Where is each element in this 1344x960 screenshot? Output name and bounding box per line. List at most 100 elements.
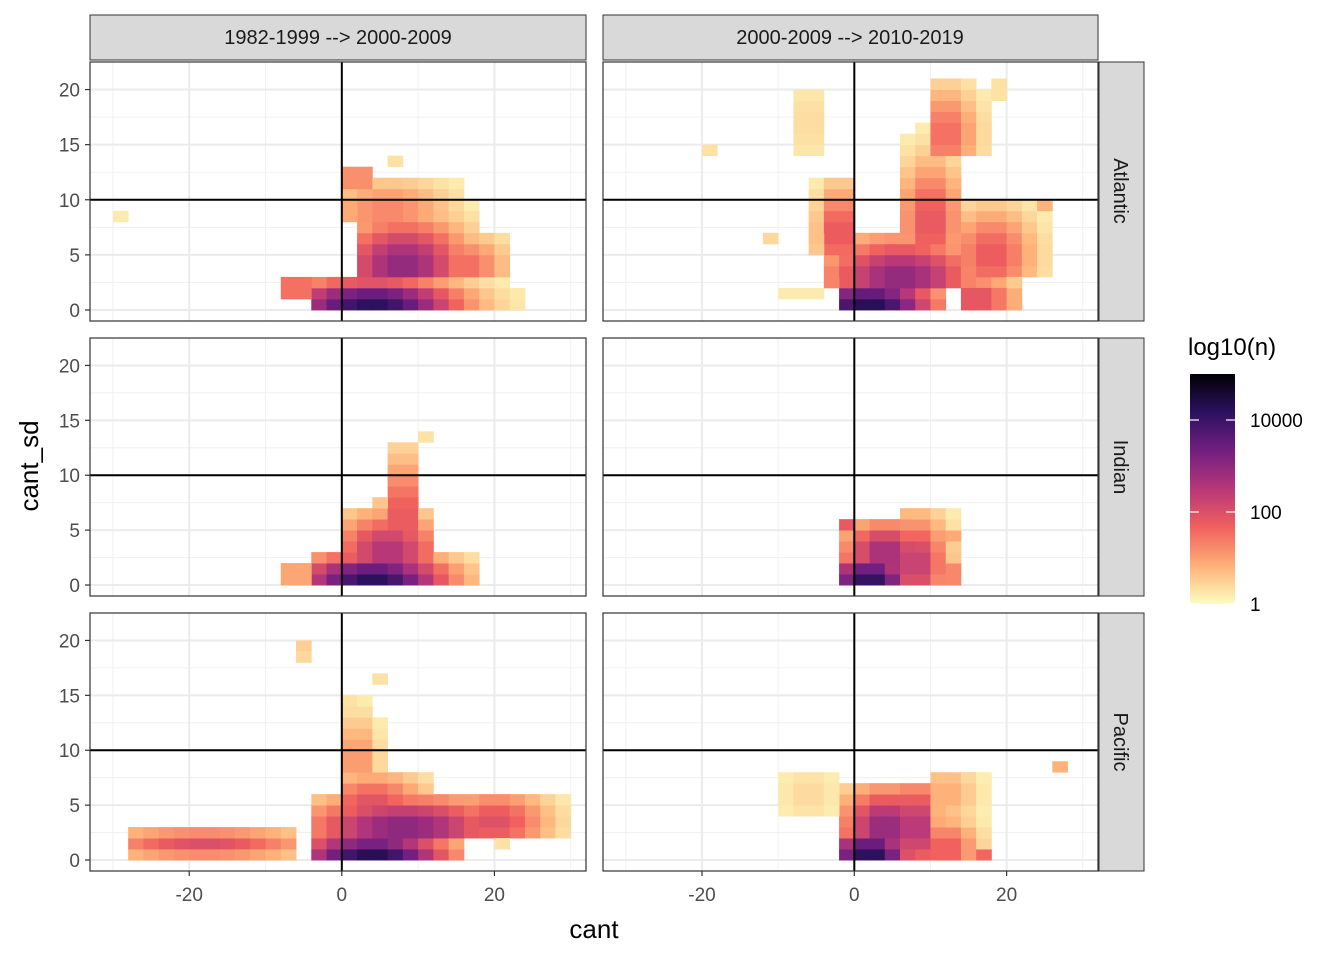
heatmap-bin (900, 232, 916, 245)
heatmap-bin (915, 519, 931, 531)
heatmap-bin (945, 563, 962, 575)
panel-p1-pac (89, 612, 587, 872)
heatmap-bin (945, 276, 962, 289)
y-axis-title: cant_sd (14, 420, 44, 511)
heatmap-bin (945, 199, 962, 212)
heatmap-bin (479, 805, 495, 817)
heatmap-bin (884, 827, 901, 839)
heatmap-bin (945, 574, 962, 586)
heatmap-bin (341, 287, 358, 300)
heatmap-bin (960, 254, 977, 267)
heatmap-bin (509, 794, 526, 806)
heatmap-bin (976, 805, 992, 817)
heatmap-bin (463, 232, 480, 245)
heatmap-bin (839, 298, 855, 311)
heatmap-bin (1021, 243, 1038, 256)
heatmap-bin (869, 783, 886, 795)
heatmap-bin (808, 805, 825, 817)
legend-title: log10(n) (1188, 334, 1276, 361)
heatmap-bin (930, 519, 947, 531)
heatmap-bin (793, 100, 810, 112)
heatmap-bin (341, 805, 358, 817)
heatmap-bin (702, 144, 718, 157)
heatmap-bin (854, 265, 870, 278)
heatmap-bin (341, 739, 358, 751)
heatmap-bin (930, 816, 947, 828)
heatmap-bin (418, 210, 434, 223)
heatmap-bin (869, 530, 886, 542)
heatmap-bin (808, 772, 825, 784)
heatmap-bin (402, 541, 419, 553)
heatmap-bin (494, 816, 511, 828)
heatmap-bin (976, 221, 992, 234)
column-strip-p2 (602, 14, 1099, 61)
heatmap-bin (915, 816, 931, 828)
heatmap-bin (854, 816, 870, 828)
heatmap-bin (808, 100, 825, 112)
heatmap-bin (341, 166, 358, 179)
heatmap-bin (494, 276, 511, 289)
heatmap-bin (479, 816, 495, 828)
heatmap-bin (991, 221, 1008, 234)
heatmap-bin (945, 111, 962, 124)
heatmap-bin (357, 276, 373, 289)
heatmap-bin (433, 276, 450, 289)
heatmap-bin (479, 794, 495, 806)
heatmap-bin (372, 717, 388, 729)
heatmap-bin (854, 254, 870, 267)
heatmap-bin (402, 783, 419, 795)
heatmap-bin (326, 805, 343, 817)
heatmap-bin (311, 816, 327, 828)
heatmap-bin (418, 298, 434, 311)
heatmap-bin (387, 464, 404, 476)
heatmap-bin (341, 552, 358, 564)
heatmap-bin (960, 816, 977, 828)
heatmap-bin (357, 827, 373, 839)
heatmap-bin (991, 243, 1008, 256)
heatmap-bin (402, 486, 419, 498)
x-tick-label: 20 (996, 885, 1017, 906)
heatmap-bin (448, 254, 465, 267)
heatmap-bin (900, 530, 916, 542)
heatmap-bin (357, 574, 373, 586)
heatmap-bin (945, 827, 962, 839)
heatmap-bin (960, 265, 977, 278)
heatmap-bin (418, 772, 434, 784)
heatmap-bin (1006, 298, 1023, 311)
heatmap-bin (357, 210, 373, 223)
heatmap-bin (448, 221, 465, 234)
heatmap-bin (808, 210, 825, 223)
heatmap-bin (854, 232, 870, 245)
heatmap-bin (494, 838, 511, 850)
heatmap-bin (372, 739, 388, 751)
x-tick-label: 0 (849, 885, 860, 906)
heatmap-bin (869, 574, 886, 586)
heatmap-bin (387, 772, 404, 784)
heatmap-bin (930, 794, 947, 806)
heatmap-bin (900, 243, 916, 256)
heatmap-bin (808, 783, 825, 795)
heatmap-bin (433, 794, 450, 806)
heatmap-bin (463, 552, 480, 564)
heatmap-bin (1037, 232, 1053, 245)
heatmap-bin (915, 805, 931, 817)
heatmap-bin (250, 838, 266, 850)
heatmap-bin (387, 475, 404, 487)
heatmap-bin (930, 563, 947, 575)
heatmap-bin (357, 739, 373, 751)
y-tick-label: 0 (69, 301, 80, 322)
heatmap-bin (915, 563, 931, 575)
heatmap-bin (357, 298, 373, 311)
heatmap-bin (960, 133, 977, 146)
heatmap-bin (418, 519, 434, 531)
heatmap-bin (960, 827, 977, 839)
heatmap-bin (839, 243, 855, 256)
heatmap-bin (387, 849, 404, 861)
heatmap-bin (402, 210, 419, 223)
heatmap-bin (915, 287, 931, 300)
heatmap-bin (479, 298, 495, 311)
heatmap-bin (991, 265, 1008, 278)
heatmap-bin (357, 166, 373, 179)
heatmap-bin (387, 276, 404, 289)
heatmap-bin (387, 508, 404, 520)
